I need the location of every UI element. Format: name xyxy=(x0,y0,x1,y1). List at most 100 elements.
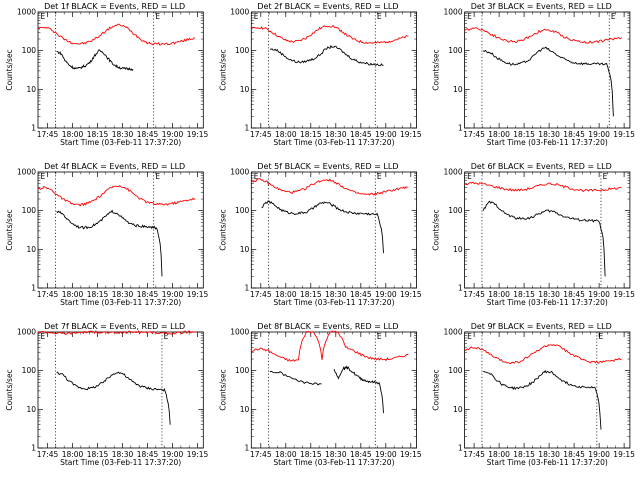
y-axis-label: Counts/sec xyxy=(5,209,14,250)
event-rate-line xyxy=(482,200,606,277)
event-marker-label: E xyxy=(40,12,45,21)
plot-frame xyxy=(37,171,204,289)
x-tick-label: 18:30 xyxy=(112,130,134,139)
y-tick-label: 10 xyxy=(240,245,250,254)
y-axis-label: Counts/sec xyxy=(218,49,227,90)
x-tick-label: 18:00 xyxy=(62,450,84,459)
panel-title: Det 9f BLACK = Events, RED = LLD xyxy=(471,322,612,331)
x-tick-label: 18:15 xyxy=(513,450,535,459)
event-rate-line xyxy=(56,209,163,277)
event-marker-label: E xyxy=(164,332,169,341)
x-tick-label: 18:30 xyxy=(538,290,560,299)
y-tick-label: 1000 xyxy=(444,8,463,17)
lld-rate-line xyxy=(37,23,196,46)
y-tick-label: 1 xyxy=(31,124,36,133)
event-marker-label: E xyxy=(40,172,45,181)
panel-title: Det 7f BLACK = Events, RED = LLD xyxy=(44,322,185,331)
x-tick-label: 18:15 xyxy=(87,290,109,299)
y-tick-label: 10 xyxy=(26,405,36,414)
x-tick-label: 18:15 xyxy=(513,290,535,299)
x-tick-label: 18:45 xyxy=(350,450,372,459)
y-axis-label: Counts/sec xyxy=(432,209,441,250)
x-tick-label: 17:45 xyxy=(250,290,272,299)
event-marker-label: E xyxy=(155,12,160,21)
y-tick-label: 1 xyxy=(458,444,463,453)
panel-title: Det 4f BLACK = Events, RED = LLD xyxy=(44,162,185,171)
x-tick-label: 19:00 xyxy=(588,130,610,139)
x-tick-label: 18:30 xyxy=(112,290,134,299)
lld-rate-line xyxy=(464,181,622,193)
x-tick-label: 18:45 xyxy=(137,130,159,139)
x-tick-label: 17:45 xyxy=(463,130,485,139)
detector-panel-3: Det 3f BLACK = Events, RED = LLD 1 10 100 10… xyxy=(432,2,636,147)
x-tick-label: 19:15 xyxy=(400,450,422,459)
x-axis-label: Start Time (03-Feb-11 17:37:20) xyxy=(487,458,608,467)
y-tick-label: 10 xyxy=(453,85,463,94)
x-tick-label: 18:00 xyxy=(488,290,510,299)
x-axis-label: Start Time (03-Feb-11 17:37:20) xyxy=(273,298,394,307)
y-tick-label: 1 xyxy=(245,444,250,453)
event-marker-label: E xyxy=(598,332,603,341)
x-tick-label: 18:00 xyxy=(275,130,297,139)
x-tick-label: 17:45 xyxy=(463,290,485,299)
y-tick-label: 1000 xyxy=(17,8,36,17)
detector-panel-2: Det 2f BLACK = Events, RED = LLD 1 10 100 10… xyxy=(218,2,422,147)
panel-title: Det 2f BLACK = Events, RED = LLD xyxy=(257,2,398,11)
event-marker-label: E xyxy=(254,12,259,21)
y-tick-label: 1 xyxy=(458,124,463,133)
x-tick-label: 18:45 xyxy=(350,290,372,299)
event-rate-line xyxy=(269,44,384,67)
detector-panel-9: Det 9f BLACK = Events, RED = LLD 1 10 100 10… xyxy=(432,322,636,467)
event-marker-label: E xyxy=(377,12,382,21)
x-axis-label: Start Time (03-Feb-11 17:37:20) xyxy=(487,138,608,147)
event-marker-label: E xyxy=(467,332,472,341)
x-tick-label: 18:45 xyxy=(350,130,372,139)
y-tick-label: 10 xyxy=(453,405,463,414)
plot-frame xyxy=(464,171,631,289)
y-tick-label: 100 xyxy=(448,366,463,375)
y-axis-label: Counts/sec xyxy=(218,209,227,250)
y-tick-label: 1000 xyxy=(230,8,249,17)
x-axis-label: Start Time (03-Feb-11 17:37:20) xyxy=(60,458,181,467)
x-tick-label: 17:45 xyxy=(37,290,59,299)
y-tick-label: 1000 xyxy=(230,328,249,337)
event-marker-label: E xyxy=(611,12,616,21)
x-axis-label: Start Time (03-Feb-11 17:37:20) xyxy=(273,138,394,147)
y-tick-label: 10 xyxy=(26,245,36,254)
x-tick-label: 19:00 xyxy=(375,450,397,459)
x-axis-label: Start Time (03-Feb-11 17:37:20) xyxy=(60,298,181,307)
event-marker-label: E xyxy=(467,172,472,181)
x-axis-label: Start Time (03-Feb-11 17:37:20) xyxy=(60,138,181,147)
x-tick-label: 19:00 xyxy=(375,290,397,299)
x-tick-label: 18:30 xyxy=(538,130,560,139)
y-tick-label: 100 xyxy=(22,206,37,215)
y-tick-label: 100 xyxy=(235,46,250,55)
event-marker-label: E xyxy=(377,172,382,181)
detector-panel-5: Det 5f BLACK = Events, RED = LLD 1 10 100 10… xyxy=(218,162,422,307)
x-tick-label: 19:15 xyxy=(613,290,635,299)
event-marker-label: E xyxy=(254,172,259,181)
event-rate-line xyxy=(261,200,384,254)
x-tick-label: 18:30 xyxy=(538,450,560,459)
x-tick-label: 18:30 xyxy=(325,450,347,459)
plot-frame xyxy=(250,331,418,449)
event-rate-line xyxy=(56,371,171,425)
y-tick-label: 10 xyxy=(240,405,250,414)
x-tick-label: 19:00 xyxy=(162,290,184,299)
event-marker-label: E xyxy=(377,332,382,341)
y-axis-label: Counts/sec xyxy=(5,369,14,410)
x-tick-label: 18:00 xyxy=(488,450,510,459)
x-tick-label: 17:45 xyxy=(37,450,59,459)
y-tick-label: 100 xyxy=(22,46,37,55)
event-rate-line xyxy=(56,49,134,72)
y-tick-label: 1000 xyxy=(17,168,36,177)
panel-title: Det 1f BLACK = Events, RED = LLD xyxy=(44,2,185,11)
x-tick-label: 18:15 xyxy=(300,290,322,299)
plot-frame xyxy=(250,11,418,129)
x-tick-label: 18:00 xyxy=(275,290,297,299)
event-rate-line xyxy=(269,370,322,386)
plot-frame xyxy=(37,331,204,449)
detector-panel-4: Det 4f BLACK = Events, RED = LLD 1 10 100 10… xyxy=(5,162,209,307)
x-tick-label: 19:00 xyxy=(588,450,610,459)
